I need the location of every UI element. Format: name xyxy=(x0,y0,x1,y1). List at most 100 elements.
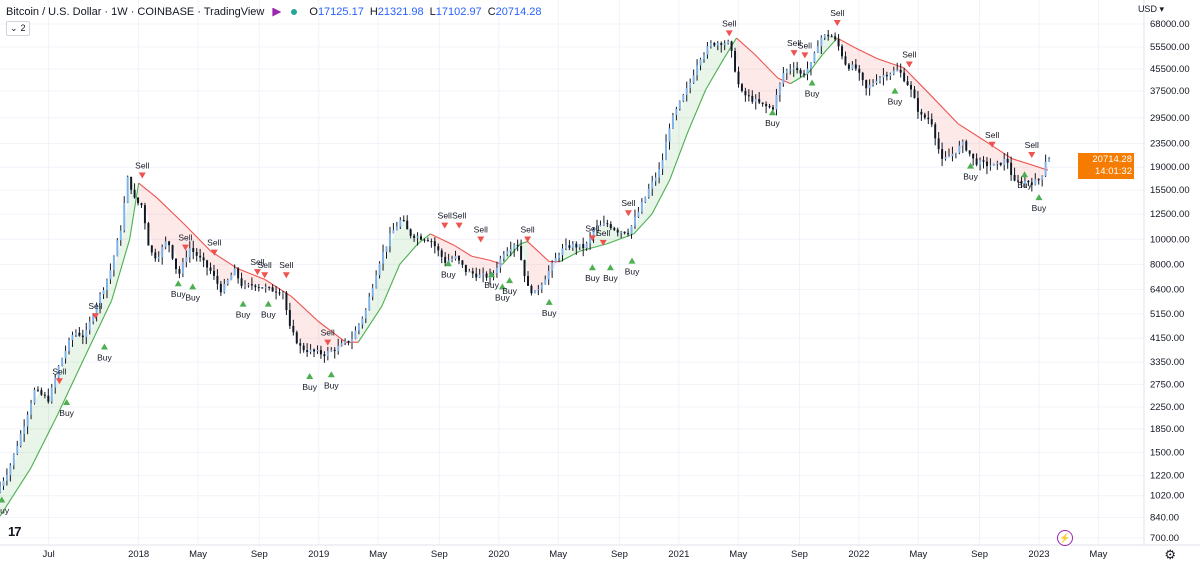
candle-down xyxy=(737,71,740,85)
sell-marker xyxy=(524,236,532,243)
candle-up xyxy=(651,181,654,189)
bull-fill-segment xyxy=(84,276,112,358)
trend-down-segment xyxy=(453,244,473,257)
buy-label: Buy xyxy=(484,280,499,290)
chevron-down-icon: ▾ xyxy=(1159,4,1164,14)
candle-up xyxy=(26,414,29,427)
buy-marker xyxy=(306,373,314,380)
candle-down xyxy=(168,241,171,246)
candle-down xyxy=(409,229,412,236)
candle-up xyxy=(1023,180,1026,184)
candle-up xyxy=(99,294,102,306)
candle-down xyxy=(803,73,806,75)
buy-label: Buy xyxy=(495,292,510,302)
tradingview-logo[interactable]: 17 xyxy=(8,524,22,539)
candle-down xyxy=(568,245,571,248)
candle-up xyxy=(109,270,112,280)
time-tick-label: Jul xyxy=(43,549,55,560)
candle-up xyxy=(19,433,22,446)
time-tick-label: May xyxy=(909,549,927,560)
buy-label: Buy xyxy=(1032,203,1047,213)
candle-down xyxy=(464,264,467,273)
candle-up xyxy=(682,94,685,102)
candle-down xyxy=(941,149,944,159)
candle-down xyxy=(885,74,888,77)
gear-icon[interactable]: ⚙ xyxy=(1164,547,1176,562)
sell-label: Sell xyxy=(787,38,801,48)
candle-down xyxy=(43,394,46,396)
bolt-icon[interactable]: ⚡ xyxy=(1057,530,1073,546)
buy-label: Buy xyxy=(97,352,112,362)
candle-up xyxy=(509,249,512,252)
candle-up xyxy=(630,225,633,234)
price-tick-label: 68000.00 xyxy=(1150,19,1190,30)
trend-up-segment xyxy=(606,233,635,245)
chart-title: Bitcoin / U.S. Dollar · 1W · COINBASE · … xyxy=(6,6,265,18)
candle-up xyxy=(872,83,875,85)
sell-marker xyxy=(833,20,841,26)
candle-down xyxy=(965,141,968,151)
sell-marker xyxy=(725,30,733,37)
candle-up xyxy=(678,101,681,109)
sell-label: Sell xyxy=(520,224,534,234)
price-tick-label: 6400.00 xyxy=(1150,284,1184,295)
candle-down xyxy=(471,271,474,274)
candle-down xyxy=(858,68,861,73)
trend-up-segment xyxy=(723,37,737,59)
bull-fill-segment xyxy=(560,245,580,262)
candle-down xyxy=(461,260,464,265)
trend-up-segment xyxy=(633,213,653,235)
buy-label: Buy xyxy=(302,382,317,392)
candle-up xyxy=(599,225,602,227)
candle-down xyxy=(865,80,868,89)
time-tick-label: May xyxy=(189,549,207,560)
last-price-tag: 20714.28 14:01:32 xyxy=(1078,153,1134,179)
sell-marker xyxy=(599,239,607,246)
candle-up xyxy=(551,262,554,271)
candle-up xyxy=(692,75,695,83)
candle-down xyxy=(271,287,274,292)
candle-down xyxy=(278,292,281,294)
candle-down xyxy=(40,390,43,395)
candle-up xyxy=(492,273,495,275)
bear-fill-segment xyxy=(138,183,157,255)
candle-up xyxy=(119,230,122,241)
candle-up xyxy=(699,59,702,66)
candle-up xyxy=(792,68,795,70)
ohlc-high: H21321.98 xyxy=(369,6,424,18)
sell-label: Sell xyxy=(722,18,736,28)
trend-down-segment xyxy=(138,182,158,199)
candle-down xyxy=(475,273,478,278)
flag-icon[interactable] xyxy=(272,7,282,17)
candle-up xyxy=(589,236,592,244)
time-tick-label: Sep xyxy=(791,549,808,560)
candle-up xyxy=(696,65,699,76)
candle-up xyxy=(954,152,957,154)
indicators-toggle-button[interactable]: ⌄ 2 xyxy=(6,21,30,36)
candle-up xyxy=(537,289,540,291)
candle-down xyxy=(796,68,799,71)
candle-up xyxy=(468,271,471,273)
price-axis[interactable]: 68000.00 55500.00 45500.00 37500.00 29500.00… xyxy=(1150,19,1190,544)
currency-selector[interactable]: USD ▾ xyxy=(1138,4,1164,15)
candle-up xyxy=(816,46,819,53)
trend-up-segment xyxy=(0,468,32,517)
candle-up xyxy=(620,231,623,233)
price-tick-label: 45500.00 xyxy=(1150,64,1190,75)
candle-down xyxy=(433,241,436,247)
candle-down xyxy=(927,117,930,120)
candle-down xyxy=(275,291,278,293)
bear-fill-segment xyxy=(736,38,755,99)
candle-up xyxy=(813,52,816,63)
candle-up xyxy=(851,64,854,69)
candle-up xyxy=(368,296,371,310)
candle-down xyxy=(575,243,578,248)
time-axis[interactable]: Jul 2018 May Sep 2019 May Sep 2020 May Sep 2021 May… xyxy=(43,549,1108,560)
bull-fill-segment xyxy=(633,190,652,234)
candle-down xyxy=(206,260,209,268)
candle-down xyxy=(485,273,488,278)
bull-fill-segment xyxy=(30,381,58,469)
bear-fill-segment xyxy=(264,279,292,320)
trend-down-segment xyxy=(903,67,932,96)
